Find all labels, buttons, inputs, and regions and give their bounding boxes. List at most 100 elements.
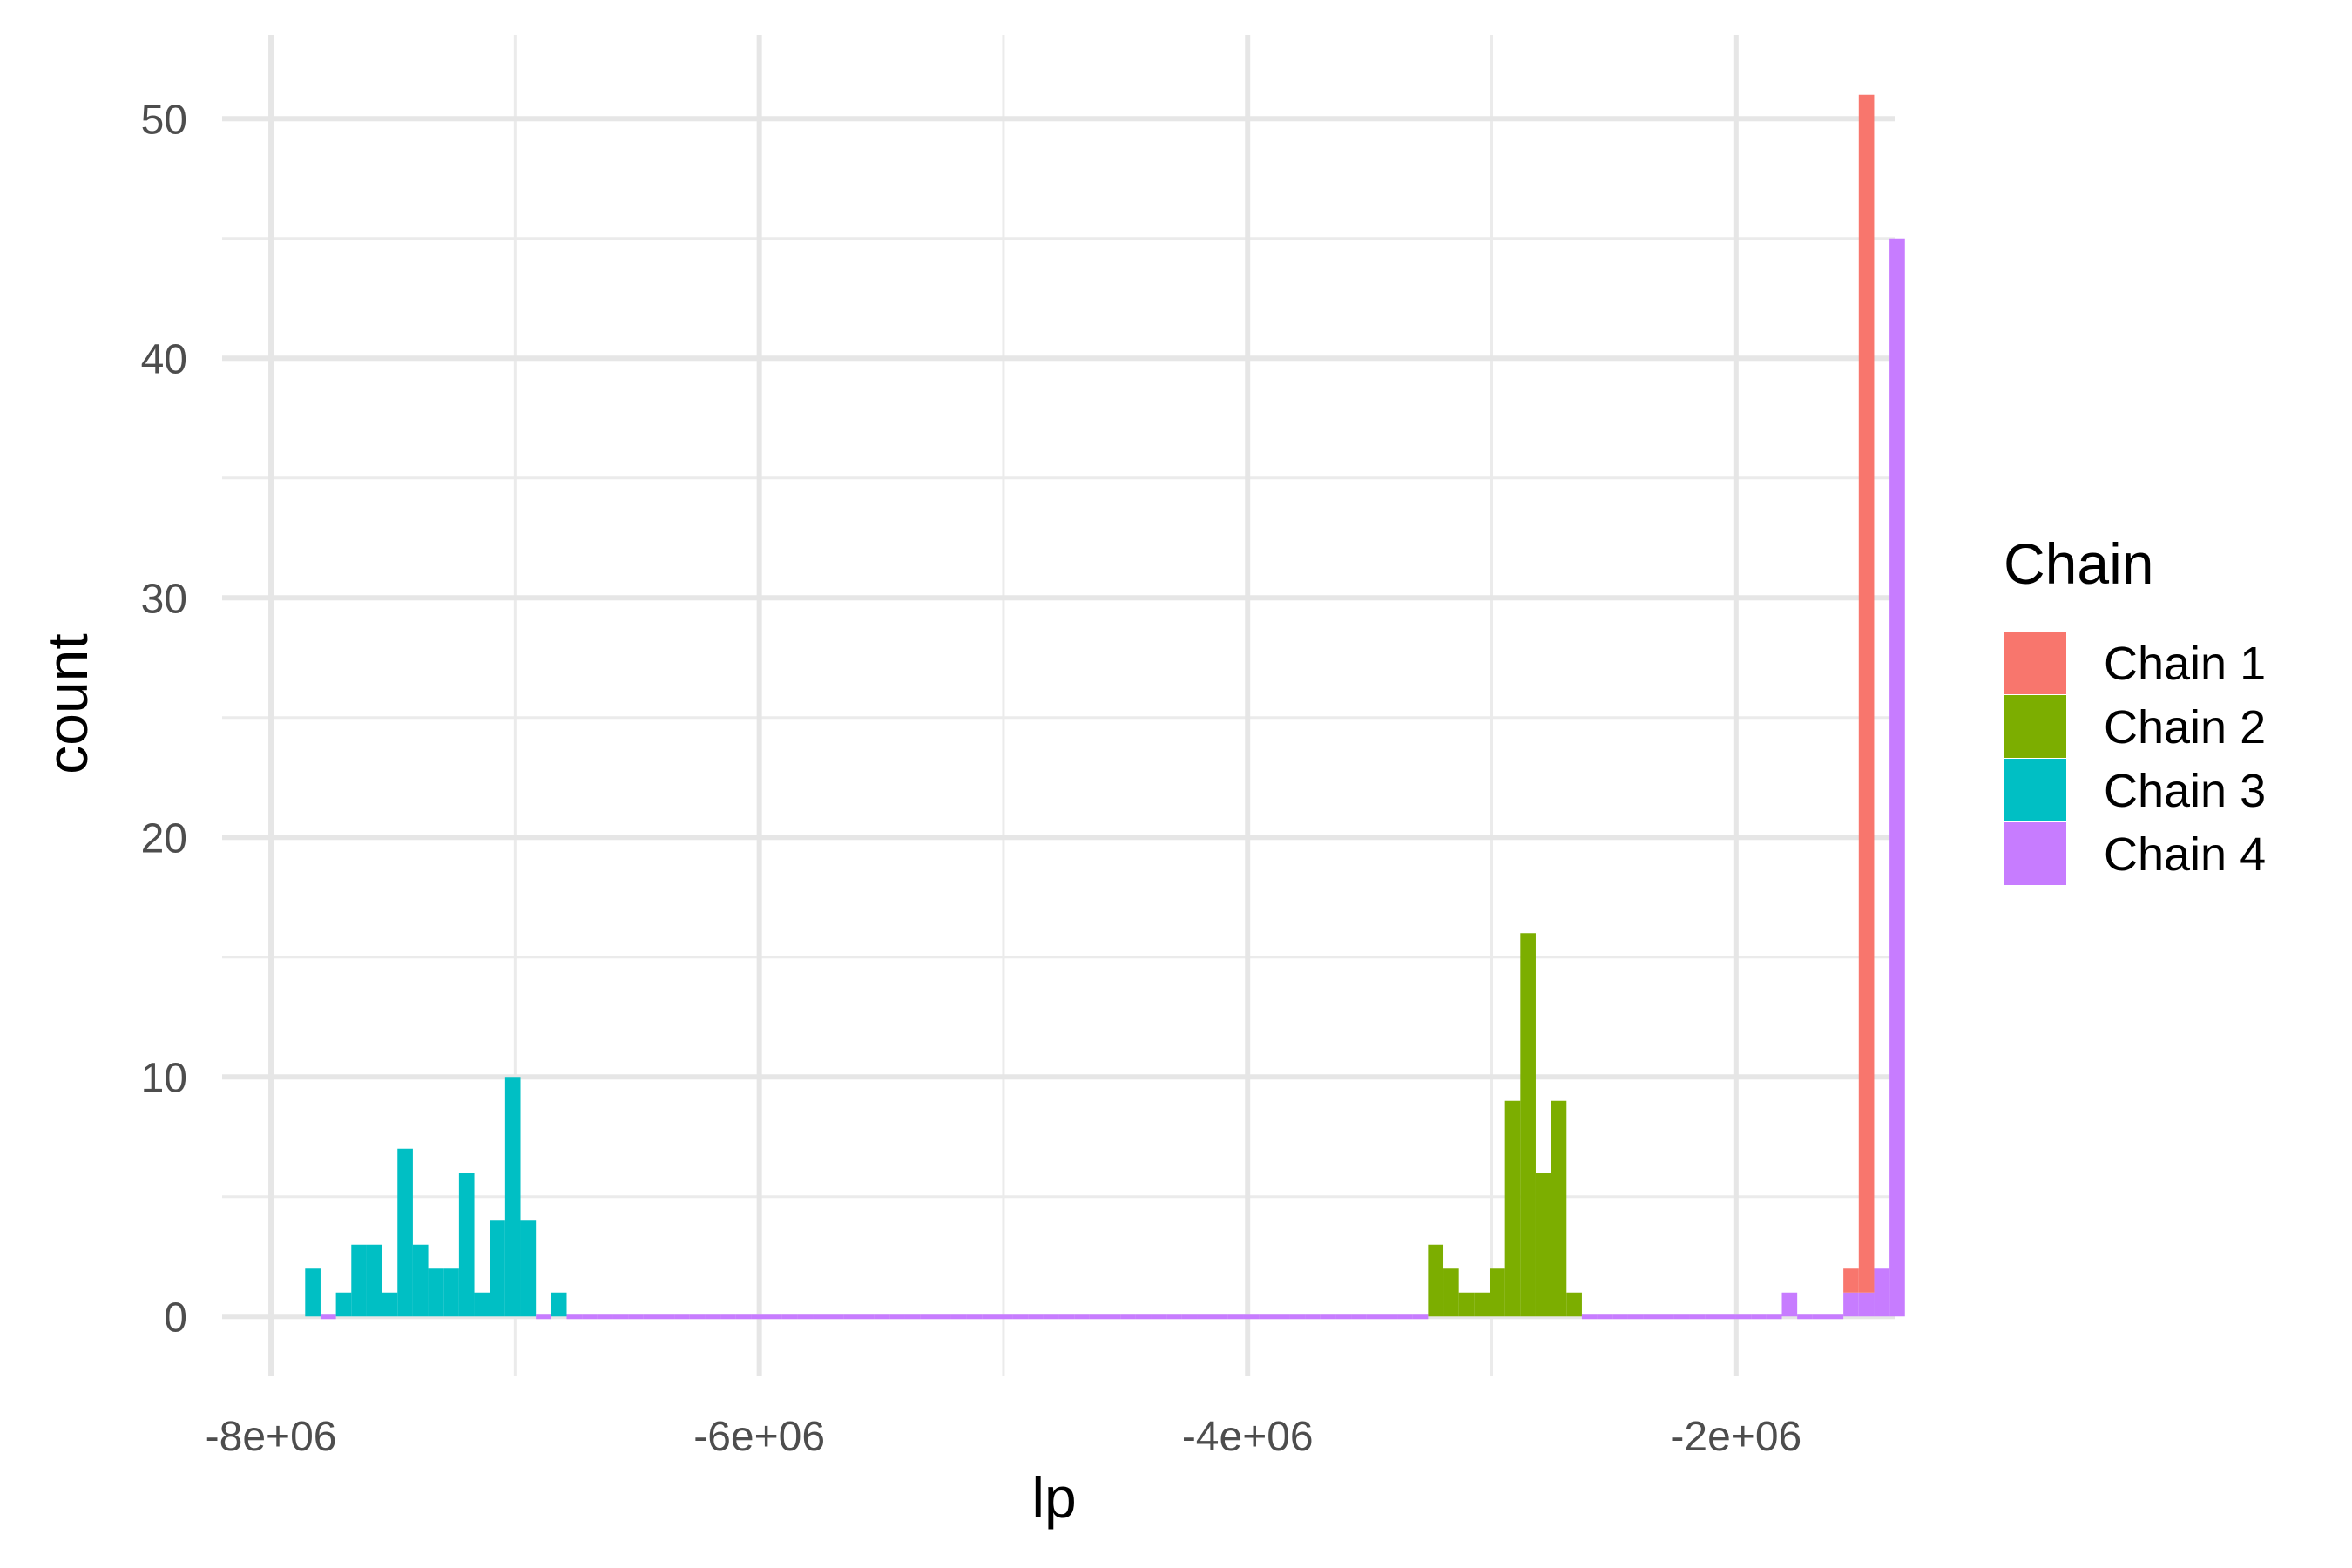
histogram-bar	[320, 1314, 336, 1320]
histogram-bar	[458, 1173, 475, 1317]
x-tick-label: -4e+06	[1182, 1414, 1314, 1460]
legend-label: Chain 2	[2104, 701, 2266, 754]
x-tick-label: -8e+06	[206, 1414, 337, 1460]
histogram-bar	[997, 1314, 1013, 1320]
histogram-bar	[1489, 1268, 1505, 1317]
histogram-bar	[797, 1314, 814, 1320]
histogram-bar	[689, 1314, 706, 1320]
histogram-bar	[1181, 1314, 1198, 1320]
histogram-bar	[720, 1314, 736, 1320]
histogram-bar	[1259, 1314, 1274, 1320]
y-tick-label: 20	[141, 815, 187, 862]
y-tick-label: 50	[141, 97, 187, 143]
histogram-bar	[936, 1314, 951, 1320]
histogram-bar	[1705, 1314, 1720, 1320]
histogram-bar	[1689, 1314, 1706, 1320]
histogram-bar	[1089, 1314, 1105, 1320]
legend-key	[2004, 632, 2066, 694]
histogram-bar	[504, 1077, 521, 1317]
histogram-bar	[1012, 1314, 1029, 1320]
histogram-bar	[1397, 1314, 1413, 1320]
histogram-bar	[1412, 1314, 1429, 1320]
histogram-bar	[843, 1314, 860, 1320]
histogram-bar	[1843, 1268, 1859, 1293]
histogram-bar	[781, 1314, 798, 1320]
histogram-bar	[828, 1314, 844, 1320]
histogram-bar	[366, 1244, 382, 1317]
histogram-bar	[1843, 1292, 1859, 1317]
histogram-bar	[1320, 1314, 1336, 1320]
histogram-bar	[597, 1314, 613, 1320]
histogram-bar	[1428, 1244, 1444, 1317]
legend-label: Chain 3	[2104, 765, 2266, 817]
histogram-bar	[1751, 1314, 1767, 1320]
histogram-bar	[1135, 1314, 1152, 1320]
y-tick-labels: 0 10 20 30 40 50	[141, 97, 187, 1341]
histogram-bar	[751, 1314, 767, 1320]
x-tick-label: -2e+06	[1670, 1414, 1801, 1460]
histogram-bar	[1566, 1292, 1582, 1317]
histogram-bar	[612, 1314, 629, 1320]
histogram-bar	[1812, 1314, 1828, 1320]
histogram-bar	[1520, 933, 1536, 1317]
histogram-bar	[1289, 1314, 1306, 1320]
histogram-bar	[1458, 1292, 1475, 1317]
histogram-bar	[382, 1292, 398, 1317]
histogram-bar	[1382, 1314, 1398, 1320]
histogram-bar	[1074, 1314, 1090, 1320]
histogram-bar	[443, 1268, 459, 1317]
histogram-bar	[474, 1292, 490, 1317]
histogram-bar	[1797, 1314, 1813, 1320]
legend-key	[2004, 759, 2066, 821]
y-tick-label: 0	[164, 1294, 187, 1341]
histogram-bar	[735, 1314, 752, 1320]
histogram-bar	[1474, 1292, 1490, 1317]
histogram-bar	[397, 1148, 413, 1317]
histogram-bar	[1551, 1100, 1567, 1317]
y-tick-label: 10	[141, 1055, 187, 1101]
histogram-bar	[1828, 1314, 1844, 1320]
histogram-bar	[1197, 1314, 1213, 1320]
histogram-bar	[305, 1268, 321, 1317]
histogram-bar	[1166, 1314, 1182, 1320]
x-tick-label: -6e+06	[693, 1414, 825, 1460]
histogram-bar	[982, 1314, 997, 1320]
legend: Chain Chain 1 Chain 2 Chain 3 Chain 4	[2004, 531, 2266, 885]
histogram-bar	[1305, 1314, 1321, 1320]
histogram-bar	[1889, 238, 1905, 1317]
legend-label: Chain 1	[2104, 638, 2266, 690]
legend-key	[2004, 695, 2066, 758]
histogram-bar	[428, 1268, 444, 1317]
histogram-bar	[1766, 1314, 1782, 1320]
histogram-bar	[1274, 1314, 1290, 1320]
histogram-bar	[813, 1314, 828, 1320]
histogram-bar	[1535, 1173, 1551, 1317]
y-tick-label: 30	[141, 576, 187, 622]
histogram-bar	[1366, 1314, 1382, 1320]
grid	[222, 35, 1895, 1376]
x-axis-title: lp	[1031, 1465, 1076, 1530]
histogram-bar	[966, 1314, 983, 1320]
histogram-bar	[767, 1314, 782, 1320]
histogram-bar	[566, 1314, 583, 1320]
histogram-bar	[1335, 1314, 1352, 1320]
histogram-bar	[904, 1314, 921, 1320]
histogram-bar	[859, 1314, 875, 1320]
histogram-bar	[643, 1314, 659, 1320]
y-axis-title: count	[35, 633, 99, 774]
x-tick-labels: -8e+06 -6e+06 -4e+06 -2e+06	[206, 1414, 1802, 1460]
histogram-bar	[1673, 1314, 1690, 1320]
histogram-bar	[536, 1314, 551, 1320]
histogram-bar	[1351, 1314, 1367, 1320]
histogram-bar	[1213, 1314, 1228, 1320]
histogram-bar	[1612, 1314, 1628, 1320]
histogram-bar	[1643, 1314, 1659, 1320]
histogram-bar	[1858, 1292, 1875, 1317]
histogram-bar	[335, 1292, 352, 1317]
histogram-bar	[412, 1244, 429, 1317]
histogram-bar	[1597, 1314, 1613, 1320]
legend-title: Chain	[2004, 531, 2153, 596]
histogram-bar	[1058, 1314, 1075, 1320]
